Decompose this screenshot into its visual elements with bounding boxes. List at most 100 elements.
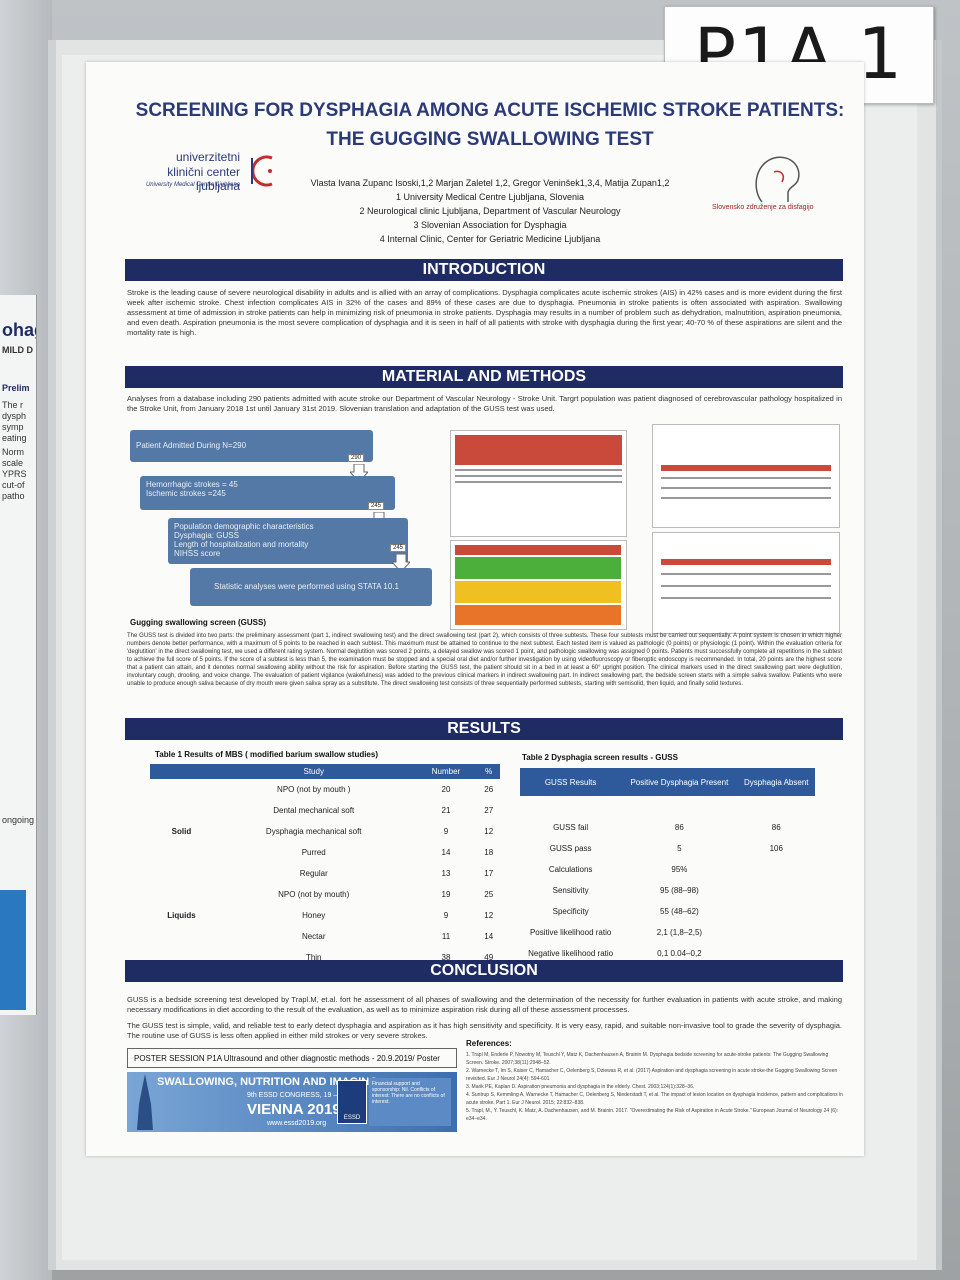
table-row: Regular 13 17: [150, 863, 500, 884]
methods-text: Analyses from a database including 290 p…: [127, 394, 842, 413]
table1-header-cell: Number: [414, 764, 478, 779]
table-cell: 20: [441, 785, 451, 794]
table-cell: 86: [771, 823, 781, 832]
table2-header-cell: Positive Dysphagia Present: [621, 768, 738, 796]
flow-box-3c: Length of hospitalization and mortality: [174, 540, 309, 549]
table-cell: GUSS fail: [553, 823, 589, 832]
table-cell: 17: [484, 869, 494, 878]
reference-item: 2. Warnecke T, Im S, Kaiser C, Hamacher …: [466, 1068, 838, 1082]
results-header: RESULTS: [125, 718, 843, 740]
ukc-logo: univerzitetni klinični center ljubljana …: [120, 150, 280, 200]
table-row: Positive likelihood ratio 2,1 (1,8–2,5): [520, 922, 815, 943]
table-cell: Calculations: [548, 865, 593, 874]
banner-line-2: 9th ESSD CONGRESS, 19 – 21 SEP: [247, 1092, 363, 1099]
table-cell: 14: [484, 932, 494, 941]
table-2: GUSS Results Positive Dysphagia Present …: [520, 768, 815, 964]
table-cell: [150, 926, 213, 947]
table-cell: Sensitivity: [552, 886, 589, 895]
table-cell: Honey: [302, 911, 326, 920]
table-row: NPO (not by mouth ) 20 26: [150, 779, 500, 800]
table-cell: [738, 922, 815, 943]
table-cell: [150, 863, 213, 884]
table-cell: 55 (48–62): [660, 907, 699, 916]
table-cell: [520, 796, 621, 817]
table1-caption: Table 1 Results of MBS ( modified barium…: [155, 750, 378, 759]
guss-text: The GUSS test is divided into two parts:…: [127, 633, 842, 687]
table-1: Study Number % NPO (not by mouth ) 20 26 D…: [150, 764, 500, 968]
affiliation-3: 3 Slovenian Association for Dysphagia: [413, 220, 567, 230]
table-cell: 21: [441, 806, 451, 815]
financial-note: Financial support and sponsorship: Nil. …: [369, 1078, 451, 1126]
table-cell: 14: [441, 848, 451, 857]
table-cell: [738, 859, 815, 880]
table-cell: Specificity: [552, 907, 589, 916]
conclusion-header: CONCLUSION: [125, 960, 843, 982]
table-cell: 12: [484, 827, 494, 836]
table-cell: 25: [484, 890, 494, 899]
table-cell: NPO (not by mouth ): [277, 785, 351, 794]
references-heading: References:: [466, 1039, 512, 1048]
table-row: [520, 796, 815, 817]
table-cell: 13: [441, 869, 451, 878]
introduction-header: INTRODUCTION: [125, 259, 843, 281]
table-cell: Thin: [305, 953, 322, 962]
poster-title: SCREENING FOR DYSPHAGIA AMONG ACUTE ISCH…: [130, 96, 850, 154]
affiliation-2: 2 Neurological clinic Ljubljana, Departm…: [359, 206, 621, 216]
authors-block: Vlasta Ivana Zupanc Isoski,1,2 Marjan Za…: [300, 176, 680, 246]
table-cell: NPO (not by mouth): [278, 890, 350, 899]
conclusion-text-2: The GUSS test is simple, valid, and reli…: [127, 1021, 842, 1040]
table-cell: Positive likelihood ratio: [529, 928, 612, 937]
table-cell: [738, 796, 815, 817]
table-row: Purred 14 18: [150, 842, 500, 863]
table-cell: 12: [484, 911, 494, 920]
table-row: Sensitivity 95 (88–98): [520, 880, 815, 901]
flow-box-3: Population demographic characteristics D…: [168, 518, 408, 564]
flow-diagram: Patient Admitted During N=290 290 Hemorr…: [130, 428, 435, 608]
flow-arrow-1-label: 290: [348, 454, 365, 462]
table-cell: 19: [441, 890, 451, 899]
ukc-mark-icon: [251, 155, 273, 187]
table2-header-row: GUSS Results Positive Dysphagia Present …: [520, 768, 815, 796]
reference-item: 1. Trapl M, Enderle P, Nowotny M, Teusch…: [466, 1052, 829, 1066]
table-cell: Solid: [171, 827, 192, 836]
table-row: Calculations 95%: [520, 859, 815, 880]
table-row: Negative likelihood ratio 0,1 0.04–0,2: [520, 943, 815, 964]
logo-line-2: klinični center ljubljana: [167, 165, 240, 193]
references: References: 1. Trapl M, Enderle P, Nowot…: [466, 1040, 846, 1123]
table-cell: 26: [484, 785, 494, 794]
table-cell: [738, 880, 815, 901]
affiliation-1: 1 University Medical Centre Ljubljana, S…: [395, 192, 585, 202]
guss-form-part-1: [652, 424, 840, 528]
table-cell: [738, 901, 815, 922]
table-row: Dental mechanical soft 21 27: [150, 800, 500, 821]
reference-item: 5. Trapl, M., Y. Teuschl, K. Matz, A. Da…: [466, 1108, 839, 1122]
flow-box-4: Statistic analyses were performed using …: [190, 568, 432, 606]
guss-heading: Gugging swallowing screen (GUSS): [130, 618, 267, 627]
reference-item: 4. Suntrup S, Kemmling A, Warnecke T, Ha…: [466, 1092, 843, 1106]
form-thumbnail-2: [450, 540, 627, 630]
table-row: GUSS pass 5 106: [520, 838, 815, 859]
flow-box-2: Hemorrhagic strokes = 45 Ischemic stroke…: [140, 476, 395, 510]
flow-box-2b: Ischemic strokes =245: [146, 489, 226, 498]
table-cell: 11: [441, 932, 451, 941]
flow-box-3a: Population demographic characteristics: [174, 522, 314, 531]
table-cell: 5: [677, 844, 682, 853]
flow-box-2a: Hemorrhagic strokes = 45: [146, 480, 238, 489]
table-cell: 49: [484, 953, 494, 962]
flow-box-1: Patient Admitted During N=290: [130, 430, 373, 462]
logo-line-1: univerzitetni: [175, 150, 240, 164]
table-cell: 2,1 (1,8–2,5): [656, 928, 703, 937]
table-cell: GUSS pass: [549, 844, 592, 853]
table1-header-cell: Study: [212, 764, 415, 779]
dysphagia-association-logo: Slovensko združenje za disfagijo: [712, 150, 832, 220]
table-row: Specificity 55 (48–62): [520, 901, 815, 922]
introduction-text: Stroke is the leading cause of severe ne…: [127, 288, 842, 337]
banner-line-3: VIENNA 2019: [247, 1101, 341, 1118]
title-line-2: THE GUGGING SWALLOWING TEST: [326, 129, 654, 150]
table-row: Solid Dysphagia mechanical soft 9 12: [150, 821, 500, 842]
table-cell: Negative likelihood ratio: [528, 949, 614, 958]
table-cell: 38: [441, 953, 451, 962]
table-row: Thin 38 49: [150, 947, 500, 968]
table-cell: 9: [443, 827, 449, 836]
logo-right-text: Slovensko združenje za disfagijo: [712, 204, 814, 211]
